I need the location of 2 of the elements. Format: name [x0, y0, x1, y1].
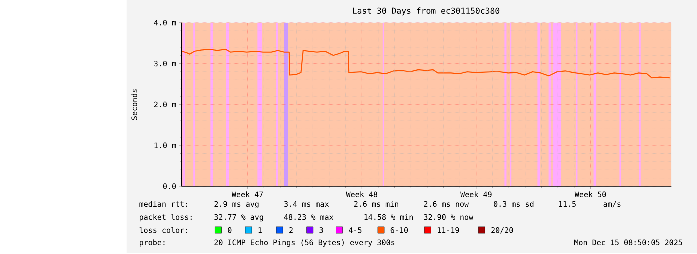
chart-title: Last 30 Days from ec301150c380 [353, 8, 500, 16]
line-series [182, 49, 671, 79]
